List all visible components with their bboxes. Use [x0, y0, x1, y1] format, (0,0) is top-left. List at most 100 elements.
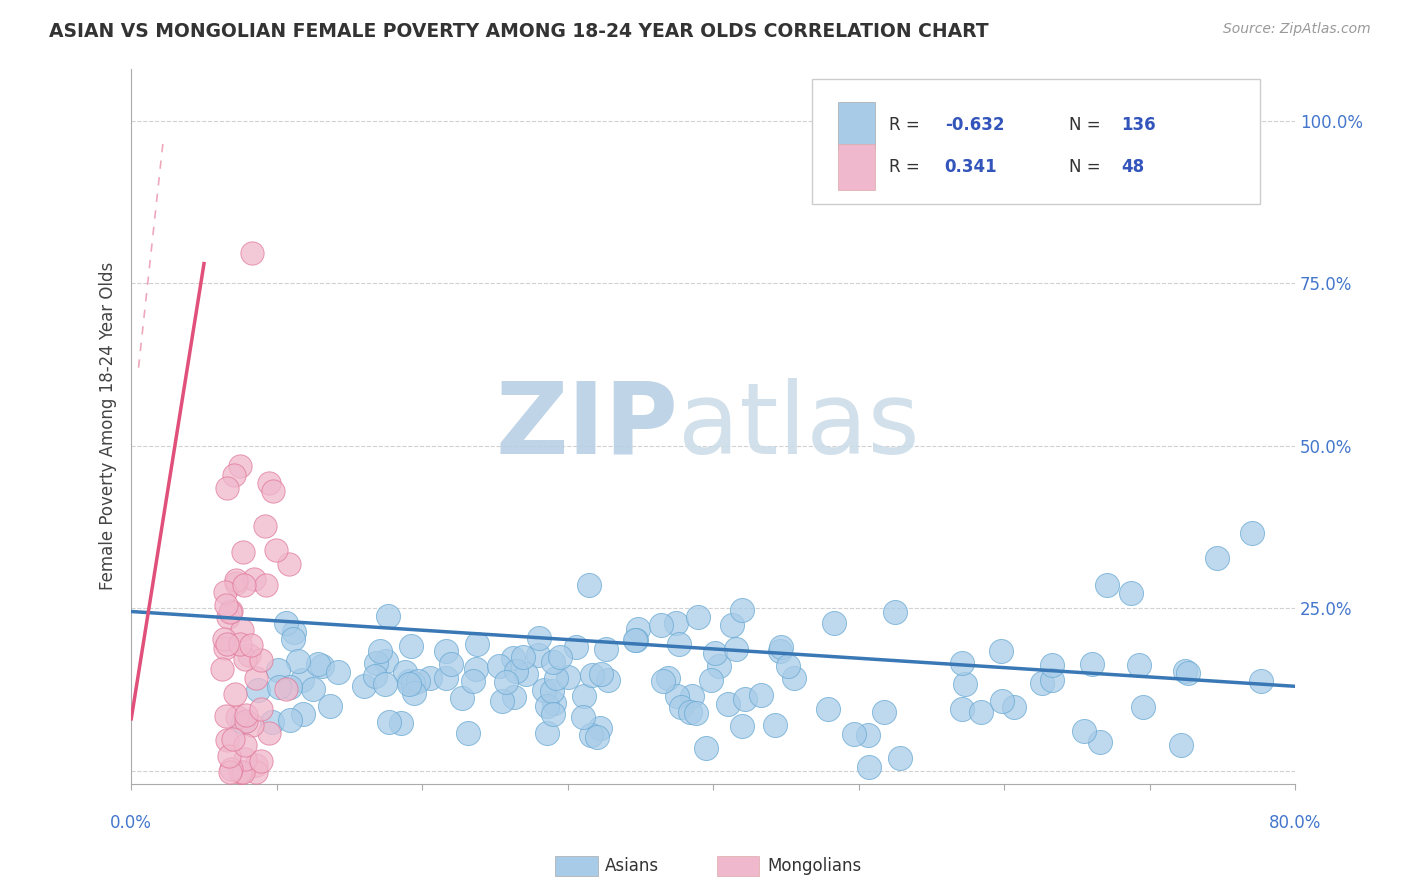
- Point: [548, 555, 571, 569]
- Point: [309, 609, 332, 624]
- Point: [155, 524, 177, 539]
- Y-axis label: Female Poverty Among 18-24 Year Olds: Female Poverty Among 18-24 Year Olds: [100, 262, 117, 591]
- Point: [159, 413, 181, 427]
- Point: [305, 639, 328, 653]
- Point: [149, 736, 172, 750]
- Point: [267, 601, 290, 615]
- Point: [129, 587, 152, 601]
- Point: [666, 696, 689, 710]
- Point: [316, 608, 339, 623]
- Point: [128, 623, 150, 637]
- Point: [335, 663, 357, 677]
- Text: Mongolians: Mongolians: [768, 857, 862, 875]
- Point: [250, 637, 273, 651]
- Point: [404, 636, 426, 650]
- Point: [904, 491, 927, 506]
- Point: [335, 614, 357, 628]
- Point: [614, 601, 637, 615]
- Point: [146, 133, 169, 147]
- Point: [142, 524, 165, 538]
- Point: [640, 640, 662, 654]
- Point: [131, 410, 153, 425]
- Point: [433, 636, 456, 650]
- Point: [142, 712, 165, 726]
- Point: [141, 576, 163, 591]
- Point: [402, 571, 425, 585]
- Point: [647, 636, 669, 650]
- Point: [318, 629, 340, 643]
- Point: [325, 607, 347, 621]
- Point: [187, 616, 209, 631]
- Point: [361, 703, 384, 717]
- Point: [139, 744, 162, 758]
- Point: [454, 657, 477, 672]
- Point: [132, 556, 155, 570]
- Point: [436, 604, 458, 618]
- Point: [287, 623, 309, 637]
- Point: [224, 631, 246, 645]
- Point: [449, 599, 471, 613]
- Point: [770, 462, 793, 476]
- Point: [142, 728, 165, 742]
- Point: [129, 533, 152, 547]
- Point: [131, 562, 153, 576]
- Point: [335, 675, 357, 690]
- Point: [173, 579, 195, 593]
- Point: [413, 592, 436, 607]
- Point: [142, 611, 165, 625]
- Point: [671, 616, 693, 631]
- Point: [246, 595, 269, 609]
- Text: R =: R =: [889, 116, 925, 135]
- Point: [224, 615, 246, 629]
- Point: [412, 654, 434, 668]
- Point: [359, 700, 381, 714]
- Point: [464, 653, 486, 667]
- Point: [287, 593, 309, 607]
- Point: [131, 678, 153, 692]
- Point: [422, 654, 444, 668]
- Point: [145, 595, 167, 609]
- Point: [510, 568, 533, 582]
- Point: [231, 613, 253, 627]
- Point: [703, 667, 725, 681]
- Point: [453, 553, 475, 567]
- Point: [152, 612, 174, 626]
- Point: [302, 660, 325, 674]
- Point: [385, 589, 408, 603]
- Point: [485, 633, 508, 648]
- Point: [311, 625, 333, 640]
- FancyBboxPatch shape: [838, 103, 875, 149]
- Text: 0.341: 0.341: [945, 158, 997, 176]
- Point: [336, 632, 359, 647]
- Point: [132, 744, 155, 758]
- Point: [195, 666, 218, 681]
- Point: [425, 561, 447, 575]
- Point: [676, 708, 699, 723]
- Point: [326, 586, 349, 600]
- Point: [330, 698, 353, 712]
- Point: [149, 632, 172, 647]
- Point: [155, 454, 177, 468]
- Point: [523, 698, 546, 713]
- Point: [176, 613, 198, 627]
- Point: [359, 630, 381, 644]
- Point: [506, 670, 529, 684]
- Text: ZIP: ZIP: [495, 377, 678, 475]
- Point: [162, 483, 184, 497]
- Point: [281, 698, 304, 712]
- Point: [136, 522, 159, 536]
- Point: [477, 597, 499, 611]
- Point: [309, 655, 332, 669]
- Point: [333, 648, 356, 663]
- Point: [152, 731, 174, 746]
- Point: [614, 661, 637, 675]
- Text: 136: 136: [1122, 116, 1156, 135]
- Point: [406, 632, 429, 647]
- Point: [232, 684, 254, 698]
- Point: [242, 625, 264, 640]
- Point: [353, 679, 375, 693]
- Point: [245, 637, 267, 651]
- Text: ASIAN VS MONGOLIAN FEMALE POVERTY AMONG 18-24 YEAR OLDS CORRELATION CHART: ASIAN VS MONGOLIAN FEMALE POVERTY AMONG …: [49, 22, 988, 41]
- Point: [339, 608, 361, 623]
- Text: -0.632: -0.632: [945, 116, 1004, 135]
